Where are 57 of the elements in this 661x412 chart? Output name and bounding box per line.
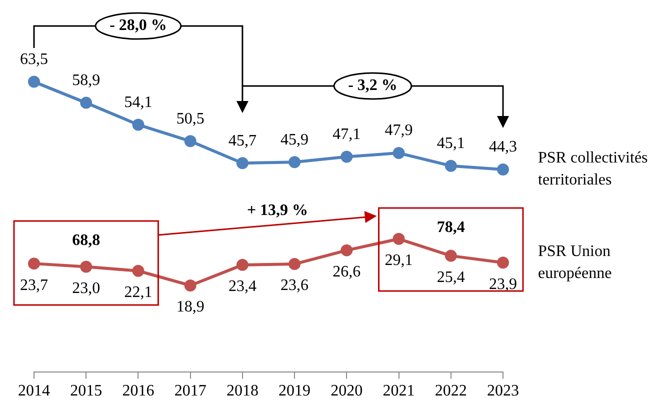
point bbox=[288, 156, 301, 168]
data-label: 23,4 bbox=[228, 278, 256, 296]
x-tick-label: 2016 bbox=[122, 382, 154, 400]
data-label: 45,1 bbox=[436, 135, 465, 152]
data-label: 47,9 bbox=[384, 122, 413, 140]
data-label: 44,3 bbox=[489, 138, 517, 156]
x-tick-label: 2018 bbox=[226, 382, 258, 400]
annotation: 78,4 bbox=[436, 219, 465, 236]
point bbox=[392, 147, 405, 160]
series-label: PSR collectivités territoriales bbox=[538, 150, 648, 189]
series-label: PSR Union européenne bbox=[538, 242, 612, 282]
data-label: 54,1 bbox=[124, 94, 152, 111]
data-label: 23,0 bbox=[72, 280, 100, 297]
x-tick-label: 2017 bbox=[174, 382, 206, 400]
data-label: 47,1 bbox=[332, 126, 361, 143]
x-tick-label: 2019 bbox=[278, 382, 311, 400]
x-tick-label: 2021 bbox=[382, 382, 415, 400]
point bbox=[497, 256, 509, 269]
data-label: 23,9 bbox=[489, 276, 517, 293]
data-label: 45,7 bbox=[228, 132, 256, 150]
annotation: + 13,9 % bbox=[246, 202, 308, 220]
data-label: 45,9 bbox=[280, 131, 309, 148]
point bbox=[236, 157, 248, 170]
text: - 28,0 % bbox=[110, 17, 167, 34]
point bbox=[184, 279, 196, 292]
x-tick-label: 2023 bbox=[487, 382, 519, 400]
data-label: 58,9 bbox=[72, 72, 100, 90]
x-tick-label: 2015 bbox=[70, 382, 102, 400]
annotation: - 3,2 % bbox=[348, 77, 398, 94]
point bbox=[28, 258, 40, 270]
data-label: 18,9 bbox=[176, 298, 204, 316]
annotation: 68,8 bbox=[72, 232, 100, 250]
point bbox=[392, 232, 405, 245]
point bbox=[28, 76, 40, 88]
point bbox=[340, 150, 353, 163]
point bbox=[497, 163, 509, 176]
point bbox=[184, 135, 196, 148]
data-label: 26,6 bbox=[332, 264, 361, 281]
x-tick-label: 2020 bbox=[330, 382, 363, 400]
data-label: 25,4 bbox=[436, 269, 465, 286]
data-label: 23,6 bbox=[280, 277, 309, 294]
point bbox=[80, 260, 92, 273]
point bbox=[340, 244, 353, 256]
x-tick-label: 2014 bbox=[18, 382, 50, 400]
data-label: 29,1 bbox=[384, 252, 413, 270]
point bbox=[444, 160, 457, 172]
data-label: 63,5 bbox=[20, 51, 48, 68]
point bbox=[132, 118, 144, 131]
data-label: 50,5 bbox=[176, 110, 204, 128]
point bbox=[444, 250, 457, 262]
point bbox=[80, 96, 92, 109]
x-tick-label: 2022 bbox=[434, 382, 467, 400]
point bbox=[132, 264, 144, 277]
data-label: 23,7 bbox=[20, 276, 48, 294]
data-label: 22,1 bbox=[124, 284, 152, 302]
point bbox=[288, 258, 301, 270]
point bbox=[236, 258, 248, 271]
